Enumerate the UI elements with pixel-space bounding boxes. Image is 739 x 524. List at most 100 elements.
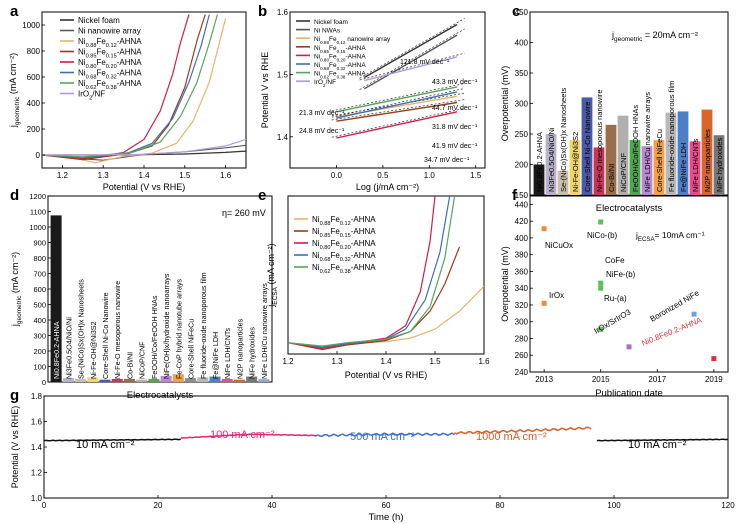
- series-line: [363, 34, 458, 90]
- y-tick-label: 400: [515, 39, 529, 48]
- legend-label: Ni0.88Fe0.12 nanowire array: [314, 36, 391, 45]
- x-tick-label: 80: [496, 501, 505, 510]
- x-tick-label: 0: [42, 501, 47, 510]
- y-tick-label: 350: [515, 69, 529, 78]
- x-tick-label: 1.5: [470, 171, 482, 180]
- y-tick-label: 360: [515, 267, 529, 276]
- series-line: [42, 138, 246, 156]
- tafel-slope-label: 21.3 mV dec⁻¹: [299, 110, 345, 117]
- bar: [209, 376, 221, 382]
- y-tick-label: 800: [27, 47, 41, 56]
- category-label: Fe fluoride-oxide nanoporous film: [199, 272, 208, 379]
- point-label: CoFe: [605, 256, 625, 265]
- y-tick-label: 300: [33, 332, 46, 341]
- y-tick-label: 0: [42, 378, 46, 387]
- category-label: Ni3Fe0.5O4/NiO/Ni: [547, 127, 556, 192]
- fit-line: [359, 18, 465, 79]
- bar: [123, 378, 135, 382]
- axes-frame: [43, 395, 729, 499]
- y-tick-label: 900: [33, 239, 46, 248]
- bar: [713, 135, 725, 195]
- legend-label: Ni0.88Fe0.12-AHNA: [312, 215, 376, 227]
- legend-label: IrO2/NF: [78, 90, 105, 102]
- x-tick-label: 1.3: [98, 171, 110, 180]
- category-label: NiFe(OH)x/hydroxide nanoarrays: [162, 273, 171, 379]
- bar: [617, 115, 629, 195]
- tafel-slope-label: 24.8 mV dec⁻¹: [299, 128, 345, 135]
- fit-line: [359, 28, 465, 90]
- category-label: Core-Shell NiFeCu: [187, 319, 196, 379]
- x-axis-label: Publication date: [595, 388, 663, 399]
- bar: [50, 215, 62, 382]
- bar: [197, 377, 209, 382]
- category-label: Core-Shell NiFeCu: [655, 129, 664, 192]
- current-density-label: 10 mA cm⁻²: [76, 439, 135, 451]
- bar: [172, 374, 184, 382]
- x-axis-label: Log (j/mA cm⁻²): [356, 182, 419, 192]
- y-tick-label: 1.0: [31, 494, 43, 503]
- y-tick-label: 200: [33, 347, 46, 356]
- bar: [160, 375, 172, 382]
- bar: [665, 112, 677, 195]
- x-tick-label: 2015: [592, 375, 610, 384]
- bar: [221, 378, 233, 382]
- y-tick-label: 1100: [30, 208, 46, 217]
- panel-g: 0 20 40 60 80 100 120 1.0 1.2 1.4 1.6 1.8 g Time (h) P…: [10, 387, 735, 523]
- data-point: [598, 326, 604, 332]
- data-point: [711, 356, 717, 362]
- point-label: IrOx: [549, 291, 564, 300]
- point-label: Ru-(a): [604, 294, 627, 303]
- x-axis-label: Time (h): [368, 512, 403, 523]
- legend-label: Ni nanowire array: [78, 27, 141, 36]
- legend-label: Ni0.80Fe0.20-AHNA: [314, 53, 366, 62]
- chart-title: jgeometric = 20mA cm⁻²: [611, 30, 698, 43]
- bar: [75, 378, 87, 382]
- y-tick-label: 200: [27, 125, 41, 134]
- point-label: IrOx/SrIrO3: [593, 307, 633, 336]
- y-tick-label: 260: [515, 351, 529, 360]
- x-tick-label: 20: [154, 501, 163, 510]
- panel-letter: c: [512, 3, 520, 20]
- category-label: Fe@NiFe LDH: [679, 143, 688, 192]
- bar: [641, 146, 653, 195]
- y-tick-label: 250: [515, 130, 529, 139]
- legend-label: Ni0.80Fe0.20-AHNA: [312, 239, 376, 251]
- y-tick-label: 1.8: [31, 392, 43, 401]
- y-axis-label: Potential (V vs RHE): [10, 406, 20, 489]
- tafel-slope-label: 31.8 mV dec⁻¹: [432, 124, 478, 131]
- series-line: [288, 285, 484, 347]
- y-tick-label: 300: [515, 100, 529, 109]
- y-tick-label: 320: [515, 301, 529, 310]
- bar: [629, 140, 641, 195]
- x-tick-label: 0.5: [377, 171, 389, 180]
- y-tick-label: 1.6: [277, 8, 289, 17]
- bar: [581, 97, 593, 195]
- chart-title: η= 260 mV: [222, 208, 266, 218]
- y-tick-label: 1.2: [31, 469, 43, 478]
- fit-line: [359, 52, 465, 81]
- category-label: NiFe hydroxides: [248, 327, 257, 379]
- category-label: Core-Shell Ni-Co Nanowire: [101, 292, 110, 379]
- bar: [99, 379, 111, 382]
- series-line: [288, 196, 451, 348]
- x-tick-label: 60: [382, 501, 391, 510]
- y-axis-label: Overpotential (mV): [500, 246, 510, 322]
- legend-label: Ni0.68Fe0.32-AHNA: [312, 251, 376, 263]
- legend-label: Ni0.85Fe0.15-AHNA: [314, 45, 366, 54]
- point-label: NiCo-(b): [587, 231, 618, 240]
- series-line: [336, 111, 458, 139]
- legend-label: Ni0.68Fe0.32-AHNA: [314, 62, 366, 71]
- x-tick-label: 2019: [705, 375, 723, 384]
- series-line: [596, 438, 729, 442]
- y-tick-label: 420: [515, 217, 529, 226]
- y-tick-label: 1.4: [31, 443, 43, 452]
- series-line: [42, 14, 210, 159]
- bar: [689, 141, 701, 195]
- legend-label: Nickel foam: [78, 16, 120, 25]
- y-tick-label: 400: [33, 316, 46, 325]
- x-tick-label: 2017: [648, 375, 666, 384]
- y-tick-label: 450: [515, 8, 529, 17]
- x-tick-label: 0.0: [331, 171, 343, 180]
- series-line: [363, 23, 458, 79]
- legend-label: Ni0.68Fe0.32-AHNA: [78, 69, 142, 81]
